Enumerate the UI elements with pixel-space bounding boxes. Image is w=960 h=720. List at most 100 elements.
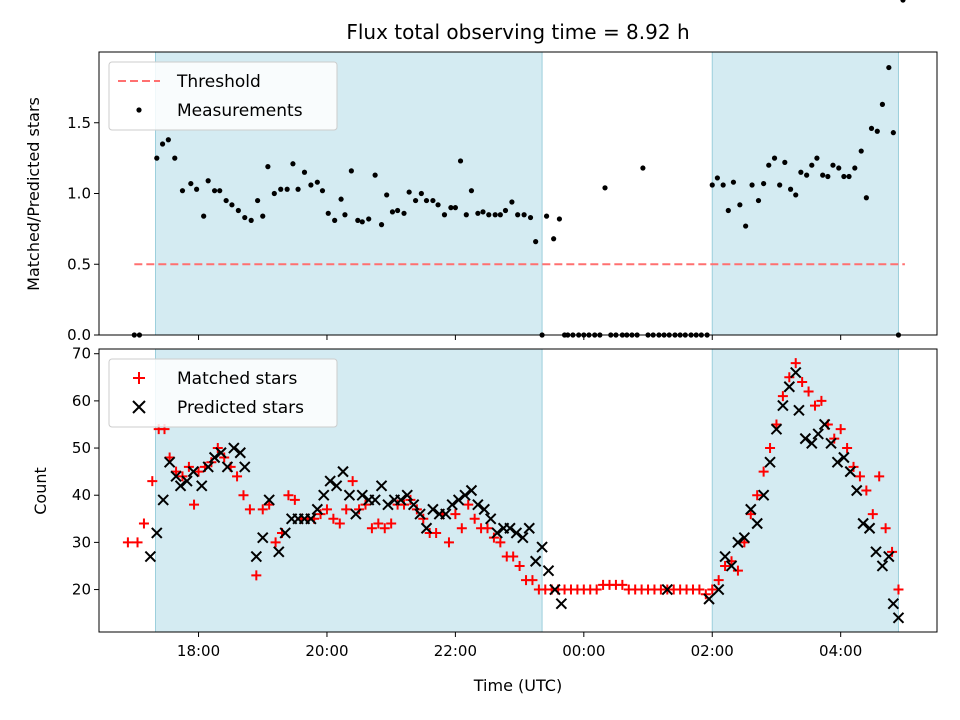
matched-star-point <box>707 584 718 595</box>
predicted-stars-points <box>144 366 905 624</box>
predicted-star-point <box>725 560 738 572</box>
predicted-star-point <box>555 597 568 610</box>
matched-star-point <box>244 504 255 515</box>
measurement-point <box>841 173 847 180</box>
predicted-star-point <box>263 494 275 506</box>
matched-star-point <box>765 443 776 454</box>
measurement-point <box>389 209 396 215</box>
matched-star-point <box>251 570 262 581</box>
measurement-point <box>406 189 412 195</box>
bottom-legend-box <box>108 358 338 428</box>
predicted-star-point <box>831 456 844 468</box>
predicted-star-point <box>661 583 674 596</box>
measurement-point <box>868 125 875 132</box>
matched-star-point <box>270 537 281 548</box>
predicted-star-point <box>465 484 478 497</box>
predicted-star-point <box>745 503 757 516</box>
predicted-star-point <box>337 465 349 478</box>
measurement-point <box>787 186 794 192</box>
bottom-panel-frame <box>98 348 938 633</box>
measurement-point <box>372 172 378 178</box>
predicted-star-point <box>764 456 776 468</box>
predicted-star-point <box>870 546 882 558</box>
matched-star-point <box>219 452 230 463</box>
bottom-shaded-regions <box>155 348 899 633</box>
measurement-point <box>497 212 503 218</box>
measurement-point <box>551 236 557 242</box>
predicted-star-point <box>892 612 905 624</box>
predicted-star-point <box>407 498 420 511</box>
measurement-point <box>348 168 354 174</box>
matched-star-point <box>835 424 846 435</box>
predicted-star-point <box>427 503 439 516</box>
measurement-point <box>418 190 424 197</box>
matched-star-point <box>193 466 204 477</box>
matched-star-point <box>887 546 898 557</box>
measurement-point <box>886 64 892 71</box>
x-axis-label: Time (UTC) <box>473 676 562 695</box>
predicted-star-point <box>174 480 187 492</box>
predicted-star-point <box>382 498 394 511</box>
bottom-y-tick-label: 20 <box>72 581 91 599</box>
matched-star-point <box>700 589 711 600</box>
predicted-star-point <box>876 560 889 572</box>
measurement-point <box>366 216 372 222</box>
measurement-point <box>771 155 778 161</box>
matched-star-point <box>366 523 377 534</box>
predicted-star-point <box>793 404 805 417</box>
matched-star-point <box>803 386 814 397</box>
measurement-point <box>809 162 815 168</box>
measurement-point <box>820 172 826 178</box>
matched-star-point <box>379 523 390 534</box>
legend-measurements-label: Measurements <box>177 101 303 121</box>
top-legend-box <box>108 61 338 131</box>
matched-star-point <box>527 575 538 586</box>
predicted-star-point <box>472 498 484 511</box>
predicted-star-point <box>738 531 751 544</box>
measurement-point <box>423 197 430 204</box>
matched-star-point <box>617 579 628 590</box>
predicted-star-point <box>239 461 251 473</box>
predicted-star-point <box>806 437 818 450</box>
bottom-x-tick-label: 02:00 <box>691 642 734 660</box>
measurement-point <box>325 210 331 216</box>
predicted-star-point <box>770 423 783 435</box>
predicted-star-point <box>324 475 336 487</box>
matched-star-point <box>893 584 904 595</box>
predicted-star-point <box>549 583 561 596</box>
measurement-point <box>521 212 527 218</box>
measurement-point <box>265 164 271 170</box>
measurement-point <box>319 188 326 194</box>
measurement-point <box>836 165 842 171</box>
measurement-point <box>890 130 896 136</box>
matched-star-point <box>463 499 474 510</box>
predicted-star-point <box>279 527 291 539</box>
measurement-point <box>533 239 539 245</box>
matched-star-point <box>482 523 493 534</box>
matched-star-point <box>138 518 149 529</box>
measurement-point <box>475 210 481 216</box>
measurement-point <box>814 155 820 161</box>
matched-star-point <box>315 509 326 520</box>
predicted-star-point <box>529 555 542 567</box>
measurement-point <box>825 173 831 180</box>
matched-star-point <box>848 461 859 472</box>
predicted-star-point <box>459 489 471 501</box>
top-legend: Threshold Measurements <box>108 61 338 131</box>
measurement-point <box>430 197 436 204</box>
bottom-x-ticks: 18:00 20:00 22:00 00:00 02:00 04:00 <box>177 632 862 660</box>
measurement-point <box>492 212 498 218</box>
matched-star-point <box>720 560 731 571</box>
measurement-point <box>709 182 715 188</box>
matched-star-point <box>784 372 795 383</box>
measurement-point <box>737 202 743 208</box>
predicted-star-point <box>851 484 863 497</box>
matched-star-point <box>488 532 499 543</box>
bottom-x-tick-label: 18:00 <box>177 642 220 660</box>
top-panel: 0.0 0.5 1.0 1.5 Matched/Predicted stars Thr… <box>24 0 938 344</box>
measurement-point <box>502 207 509 214</box>
measurement-point <box>714 175 720 181</box>
predicted-star-point <box>257 531 269 544</box>
matched-star-point <box>514 560 525 571</box>
bottom-legend: Matched stars Predicted stars <box>108 358 338 428</box>
